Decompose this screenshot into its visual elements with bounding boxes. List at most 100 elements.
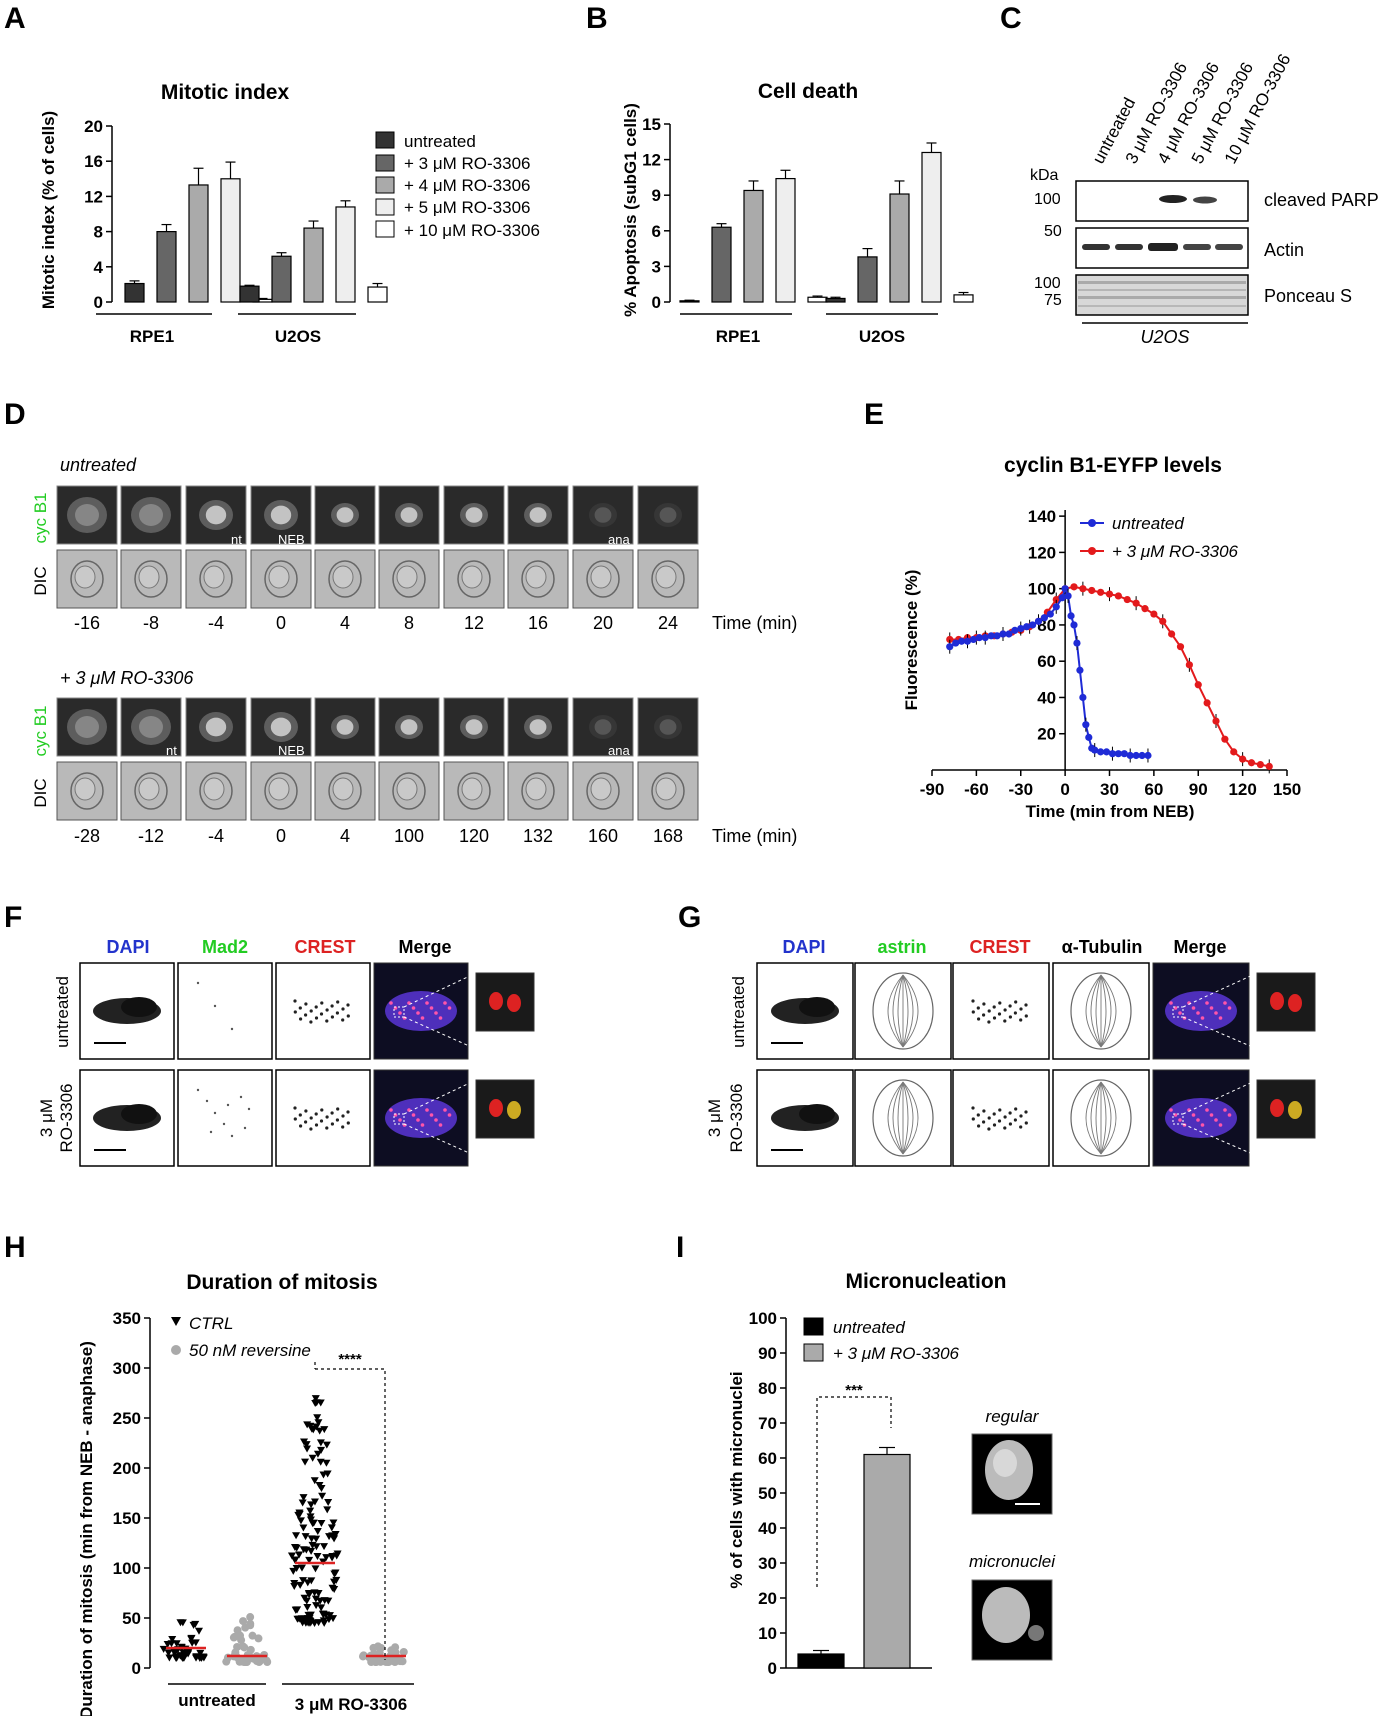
data-point xyxy=(1052,595,1060,604)
data-point-reversine xyxy=(262,1656,271,1665)
kinetochore-dot xyxy=(1014,1000,1018,1004)
significance-label-h: **** xyxy=(338,1351,362,1368)
bar xyxy=(775,177,796,303)
y-tick-label: 140 xyxy=(1028,507,1056,526)
data-point xyxy=(993,632,1001,640)
y-tick-label: 60 xyxy=(758,1449,777,1468)
merge-kinetochore xyxy=(1227,1006,1232,1010)
dic-cell-outline xyxy=(651,772,685,810)
legend-i: untreated + 3 μM RO-3306 xyxy=(803,1317,960,1363)
data-point-reversine xyxy=(246,1613,255,1622)
chart-title-e: cyclin B1-EYFP levels xyxy=(1004,454,1222,477)
bar xyxy=(807,296,828,303)
legend-label: CTRL xyxy=(189,1314,233,1333)
kinetochore-dot xyxy=(309,1009,313,1013)
data-point-ctrl xyxy=(304,1590,313,1598)
legend-swatch-4um xyxy=(375,176,395,194)
data-point-ctrl xyxy=(323,1506,332,1514)
data-point xyxy=(1138,751,1146,760)
chart-title-b: Cell death xyxy=(758,80,858,103)
merge-kinetochore xyxy=(1191,1113,1196,1117)
bar xyxy=(889,193,910,303)
y-axis-label-a: Mitotic index (% of cells) xyxy=(39,111,58,309)
panel-letter-h: H xyxy=(4,1231,26,1264)
data-point-ctrl xyxy=(301,1533,310,1541)
panel-letter-b: B xyxy=(586,2,608,35)
merge-kinetochore xyxy=(1214,1118,1218,1122)
data-point-ctrl xyxy=(191,1639,200,1647)
row-label: RO-3306 xyxy=(57,1084,76,1153)
data-point xyxy=(987,632,995,640)
cell-signal xyxy=(270,505,292,525)
data-point xyxy=(1114,592,1122,600)
merge-kinetochore xyxy=(438,1123,443,1127)
x-tick-label: -30 xyxy=(1008,780,1033,799)
x-tick-label: 90 xyxy=(1189,780,1208,799)
microtubule xyxy=(902,974,919,1048)
data-point-ctrl xyxy=(320,1426,329,1434)
row-label-dic: DIC xyxy=(31,778,50,807)
dic-cell-body xyxy=(461,777,483,801)
data-point-ctrl xyxy=(164,1649,173,1657)
y-tick-label: 350 xyxy=(113,1309,141,1328)
y-tick-label: 12 xyxy=(642,151,661,170)
merge-kinetochore xyxy=(1196,1118,1200,1122)
zoom-inset xyxy=(1256,972,1316,1032)
bars-a xyxy=(124,161,388,303)
bar xyxy=(711,226,732,303)
time-label: 0 xyxy=(276,613,286,633)
microtubule xyxy=(1085,974,1102,1048)
data-point-ctrl xyxy=(187,1635,196,1643)
data-point-ctrl xyxy=(296,1581,305,1589)
kinetochore-dot xyxy=(982,1013,986,1017)
data-point-ctrl xyxy=(307,1425,316,1433)
data-point xyxy=(1052,603,1060,611)
merge-chromatin xyxy=(385,1098,457,1138)
image-label-micronuclei: micronuclei xyxy=(969,1552,1056,1571)
time-unit: Time (min) xyxy=(712,826,797,846)
micrographs-g xyxy=(756,962,1316,1167)
bar xyxy=(743,189,764,303)
kinetochore-dot xyxy=(335,1011,339,1015)
cell-signal xyxy=(659,719,677,735)
data-point xyxy=(1203,699,1211,707)
merge-kinetochore xyxy=(1169,1001,1173,1005)
axes-h: 350 300 250 200 150 100 50 0 xyxy=(113,1309,414,1685)
kinetochore-dot xyxy=(330,1004,334,1008)
merge-chromatin xyxy=(385,991,457,1031)
kinetochore-dot xyxy=(976,1113,980,1117)
cell-glow xyxy=(654,503,682,527)
merge-kinetochore xyxy=(1169,1108,1173,1112)
data-point-ctrl xyxy=(165,1654,174,1662)
kinetochore-dot xyxy=(1008,1111,1012,1115)
y-tick-label: 50 xyxy=(122,1609,141,1628)
kinetochore-dot xyxy=(325,1008,329,1012)
group-label-u2os-b: U2OS xyxy=(859,327,905,346)
data-point xyxy=(1076,666,1084,674)
kinetochore-dot xyxy=(309,1127,313,1131)
bar xyxy=(863,1453,911,1669)
merge-kinetochore xyxy=(411,1006,416,1010)
cycb1-frame xyxy=(572,697,634,757)
dic-cell-body xyxy=(74,565,96,589)
dic-cell-body xyxy=(655,777,677,801)
data-point-ctrl xyxy=(299,1524,308,1532)
cell-signal xyxy=(139,504,163,526)
row-label: untreated xyxy=(53,976,72,1048)
y-tick-label: 20 xyxy=(84,117,103,136)
data-point-ctrl xyxy=(330,1570,339,1578)
inset-spot xyxy=(507,1101,521,1119)
cell-signal xyxy=(465,719,483,735)
data-point xyxy=(1256,760,1264,769)
bar xyxy=(188,184,209,303)
sparse-dot xyxy=(247,1107,251,1111)
data-point xyxy=(1040,614,1049,622)
legend-label: untreated xyxy=(1112,514,1184,533)
data-point xyxy=(1079,585,1087,593)
data-point-ctrl xyxy=(323,1470,332,1478)
data-point xyxy=(1132,751,1140,760)
merge-kinetochore xyxy=(1200,1016,1205,1020)
data-point xyxy=(1265,762,1273,770)
kinetochore-dot xyxy=(1024,1110,1028,1114)
kinetochore-dot xyxy=(977,1124,981,1128)
